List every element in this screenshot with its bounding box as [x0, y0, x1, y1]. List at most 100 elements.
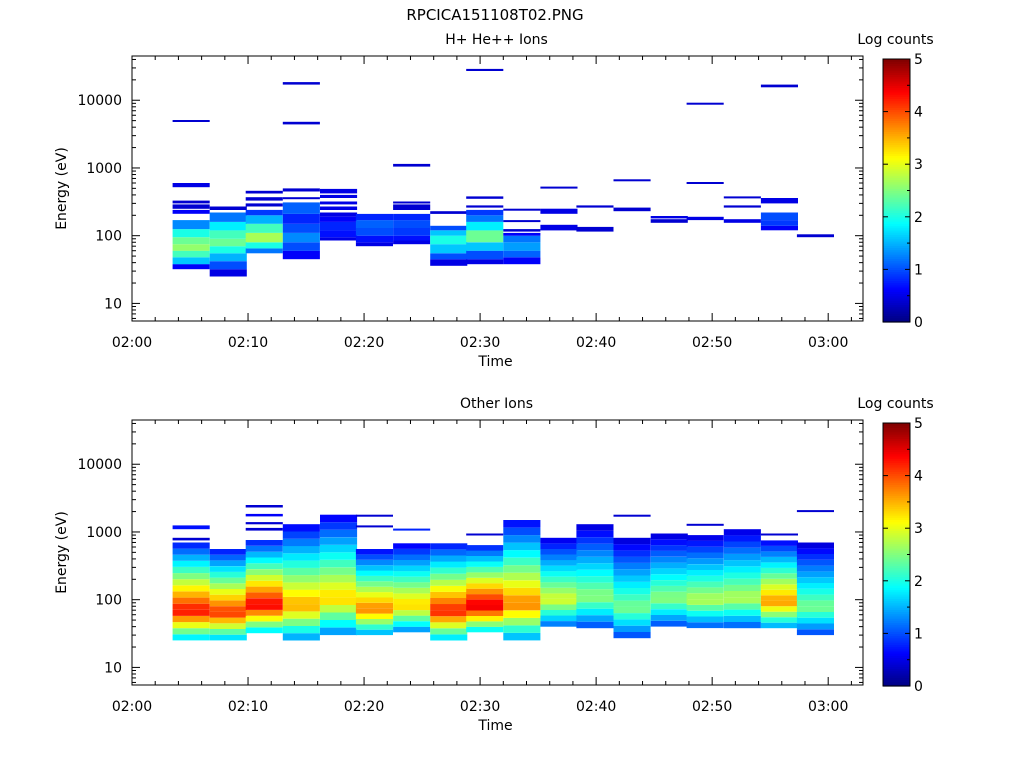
colorbar-swatch [883, 148, 910, 152]
x-tick-label: 03:00 [808, 699, 848, 715]
heatmap-cell [245, 621, 283, 628]
heatmap-cell [760, 540, 798, 546]
heatmap-cell [723, 578, 761, 585]
colorbar-swatch [883, 444, 910, 448]
x-tick-label: 02:00 [112, 699, 152, 715]
heatmap-cell [430, 555, 468, 562]
colorbar-swatch [883, 78, 910, 82]
colorbar-swatch [883, 225, 910, 229]
colorbar-swatch [883, 477, 910, 481]
colorbar-swatch [883, 223, 910, 227]
heatmap-cell [282, 553, 320, 561]
colorbar-swatch [883, 580, 910, 584]
heatmap-cell [760, 589, 798, 596]
colorbar-swatch [883, 664, 910, 667]
heatmap-cell [245, 627, 283, 634]
colorbar-swatch [883, 615, 910, 619]
colorbar-swatch [883, 278, 910, 281]
heatmap-cell [650, 585, 688, 592]
colorbar-swatch [883, 609, 910, 613]
heatmap-cell [282, 223, 320, 233]
colorbar-tick-label: 3 [914, 157, 923, 173]
heatmap-cell [430, 628, 468, 635]
heatmap-cell [466, 209, 504, 216]
colorbar-swatch [883, 265, 910, 268]
heatmap-cell [576, 621, 614, 629]
heatmap-cell [209, 589, 247, 595]
colorbar-swatch [883, 262, 910, 266]
colorbar-swatch [883, 552, 910, 556]
heatmap-cell [576, 608, 614, 616]
heatmap-cell [320, 537, 358, 545]
heatmap-cell [393, 543, 431, 549]
heatmap-cell [209, 549, 247, 555]
heatmap-cell [430, 604, 468, 611]
heatmap-cell [172, 622, 210, 629]
heatmap-cell [503, 580, 541, 588]
heatmap-cell [540, 593, 578, 599]
colorbar-swatch [883, 216, 910, 220]
heatmap-cell [172, 579, 210, 586]
heatmap-cell [172, 250, 210, 258]
heatmap-cell [540, 621, 578, 627]
heatmap-cell [245, 232, 283, 243]
heatmap-cell [320, 544, 358, 553]
colorbar-swatch [883, 201, 910, 205]
colorbar-swatch [883, 611, 910, 615]
heatmap-cell [686, 587, 724, 594]
colorbar-swatch [883, 607, 910, 610]
colorbar-swatch [883, 455, 910, 459]
heatmap-cell [245, 598, 283, 605]
heatmap-cell [355, 220, 393, 228]
heatmap-cell [466, 588, 504, 595]
heatmap-cell [686, 182, 724, 184]
heatmap-cell [245, 586, 283, 593]
colorbar-swatch [883, 251, 910, 255]
colorbar-swatch [883, 582, 910, 586]
heatmap-cell [686, 610, 724, 617]
heatmap-cell [355, 559, 393, 566]
heatmap-cell [576, 615, 614, 622]
colorbar-swatch [883, 210, 910, 214]
heatmap-cell [355, 575, 393, 582]
heatmap-cell [393, 548, 431, 555]
heatmap-cell [466, 594, 504, 600]
heatmap-cell [245, 223, 283, 233]
heatmap-cell [576, 569, 614, 577]
heatmap-cell [430, 230, 468, 236]
heatmap-cell [282, 197, 320, 200]
heatmap-cell [540, 582, 578, 588]
heatmap-cell [282, 575, 320, 583]
heatmap-cell [503, 625, 541, 633]
colorbar-swatch [883, 69, 910, 73]
colorbar-swatch [883, 523, 910, 527]
colorbar-swatch [883, 497, 910, 501]
x-tick-label: 02:40 [576, 335, 616, 351]
colorbar-swatch [883, 131, 910, 135]
heatmap-cell [355, 242, 393, 247]
heatmap-cell [796, 611, 834, 618]
heatmap-cell [503, 565, 541, 573]
colorbar-swatch [883, 624, 910, 628]
colorbar-swatch [883, 172, 910, 176]
x-tick-label: 02:50 [692, 335, 732, 351]
colorbar-swatch [883, 657, 910, 661]
colorbar-swatch [883, 449, 910, 453]
heatmap-cell [796, 565, 834, 572]
x-tick-label: 02:30 [460, 335, 500, 351]
colorbar-swatch [883, 578, 910, 582]
heatmap-cell [355, 514, 393, 517]
heatmap-cell [355, 581, 393, 587]
heatmap-cell [796, 583, 834, 589]
heatmap-cell [393, 554, 431, 560]
colorbar-swatch [883, 626, 910, 630]
heatmap-cell [430, 585, 468, 592]
colorbar-swatch [883, 111, 910, 115]
colorbar-swatch [883, 87, 910, 91]
heatmap-cell [686, 581, 724, 588]
colorbar-swatch [883, 532, 910, 536]
heatmap-cell [760, 84, 798, 88]
heatmap-cell [430, 591, 468, 598]
heatmap-cell [613, 550, 651, 557]
